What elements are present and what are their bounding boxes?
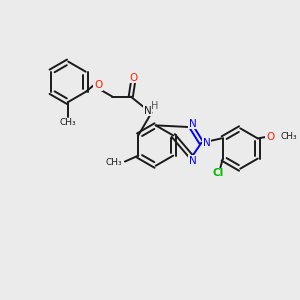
Text: CH₃: CH₃ — [60, 118, 76, 127]
Text: O: O — [129, 73, 137, 82]
Text: CH₃: CH₃ — [106, 158, 122, 167]
Text: N: N — [189, 156, 197, 166]
Text: Cl: Cl — [212, 168, 224, 178]
Text: N: N — [144, 106, 152, 116]
Text: N: N — [189, 118, 196, 129]
Text: N: N — [203, 138, 211, 148]
Text: CH₃: CH₃ — [280, 132, 297, 141]
Text: H: H — [151, 101, 158, 111]
Text: O: O — [94, 80, 103, 90]
Text: O: O — [266, 132, 274, 142]
